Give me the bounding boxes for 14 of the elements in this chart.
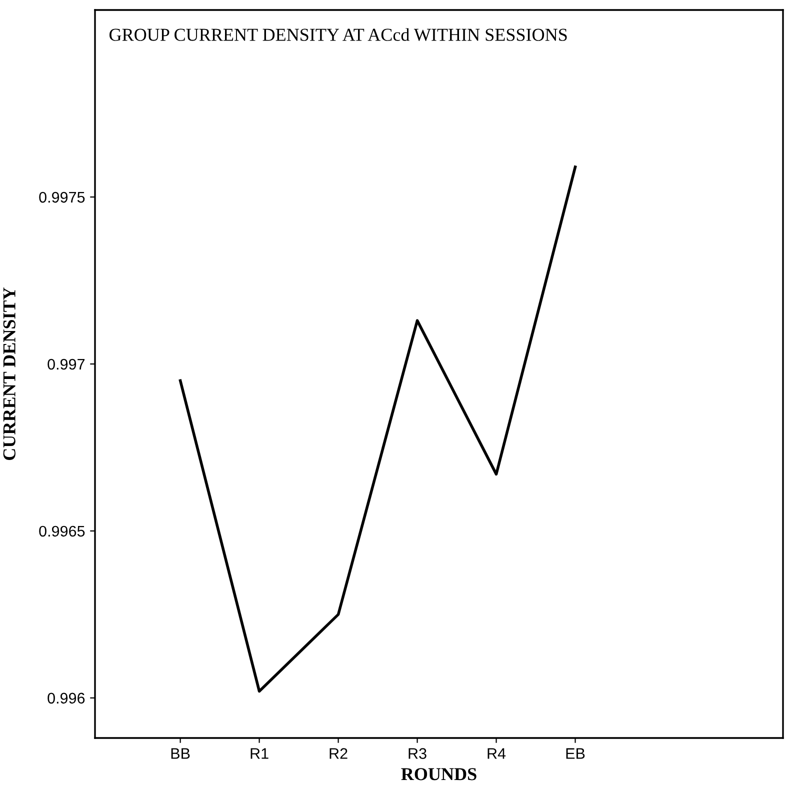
y-axis-title: CURRENT DENSITY	[3, 287, 16, 460]
y-tick-label: 0.997	[48, 358, 85, 370]
line-series	[178, 166, 577, 693]
x-axis-title: ROUNDS	[401, 768, 476, 780]
x-tick-label: R3	[408, 748, 426, 759]
y-tick-label: 0.9965	[39, 526, 85, 537]
x-tick-label: R2	[330, 748, 348, 759]
y-tick-label: 0.996	[48, 692, 85, 704]
x-tick-label: R1	[250, 748, 268, 759]
y-tick-label: 0.9975	[39, 192, 85, 203]
text: GROUP CURRENT DENSITY AT ACcd WITHIN SESSIONS	[110, 28, 567, 42]
x-tick-label: BB	[171, 748, 190, 759]
x-tick-label: R4	[488, 748, 506, 759]
x-tick-label: EB	[566, 748, 585, 759]
